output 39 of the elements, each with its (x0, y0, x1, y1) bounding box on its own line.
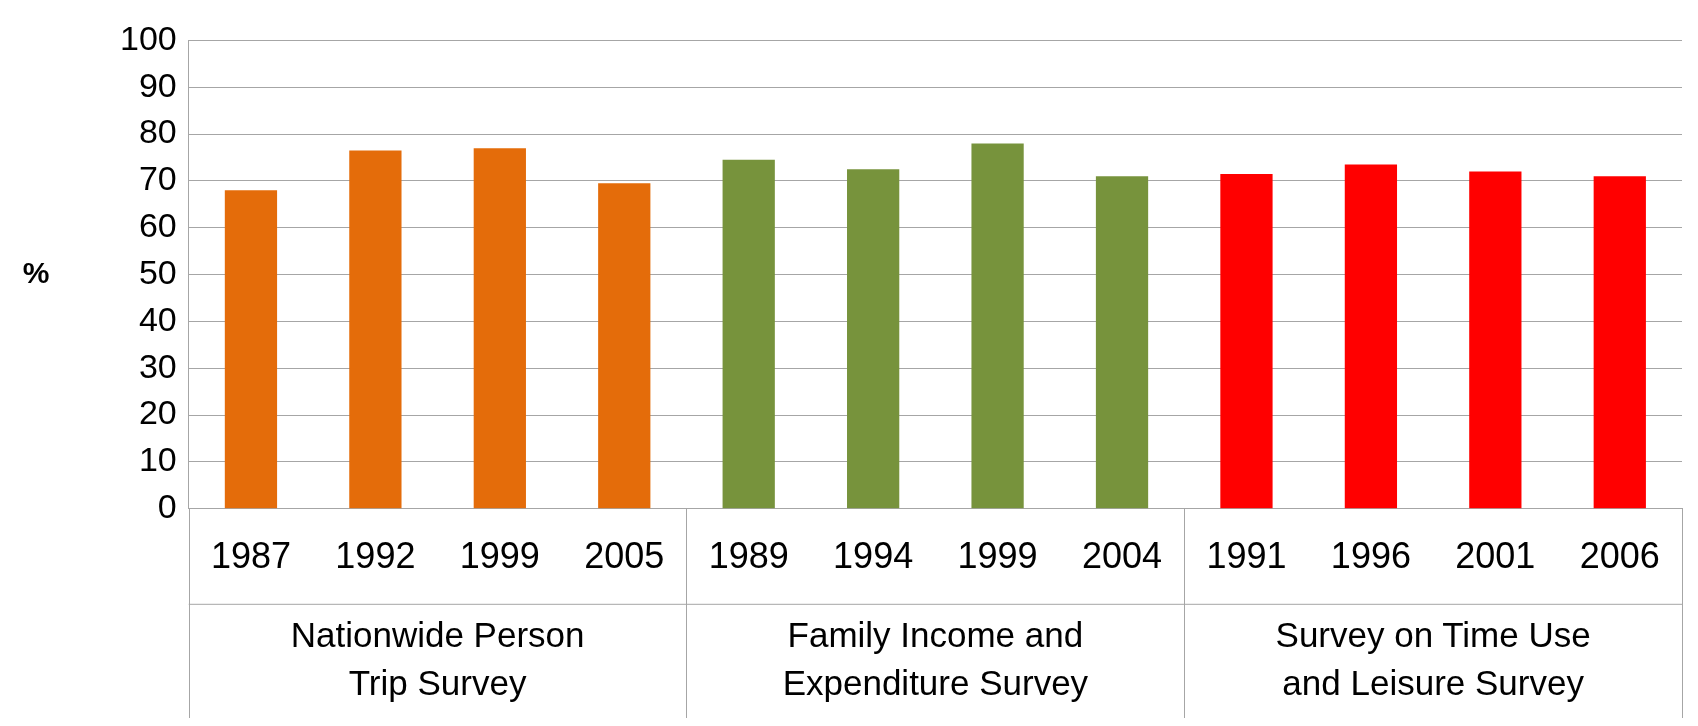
bar (1593, 176, 1646, 509)
y-tick-label: 10 (138, 440, 177, 479)
bar (473, 148, 526, 509)
bar (722, 159, 775, 509)
x-tick-label: 2001 (1455, 535, 1536, 577)
x-tick-label: 1987 (210, 535, 291, 577)
x-tick-label: 1989 (708, 535, 789, 577)
y-tick-label: 50 (138, 252, 177, 291)
y-tick-label: 70 (138, 159, 177, 198)
x-tick-label: 2005 (584, 535, 665, 577)
x-tick-label: 1996 (1330, 535, 1411, 577)
bar (349, 150, 402, 509)
y-tick-label: 20 (138, 393, 177, 432)
bar (1095, 176, 1149, 509)
x-tick-label: 1992 (335, 535, 416, 577)
bar (847, 169, 900, 509)
bar (971, 143, 1024, 509)
bar (1469, 171, 1522, 509)
x-tick-label: 1999 (459, 535, 540, 577)
text: Nationwide Person Trip Survey (290, 614, 585, 702)
y-tick-label: 40 (138, 299, 177, 338)
text: Family Income and Expenditure Survey (782, 614, 1089, 702)
y-axis-title: % (22, 255, 50, 289)
y-tick-label: 100 (119, 18, 177, 57)
x-tick-label: 1999 (957, 535, 1038, 577)
x-tick-label: 2006 (1579, 535, 1660, 577)
x-tick-label: 2004 (1081, 535, 1163, 577)
x-tick-label: 1991 (1206, 535, 1287, 577)
bar (224, 190, 278, 509)
y-tick-label: 60 (138, 206, 177, 245)
y-tick-label: 80 (138, 112, 177, 151)
text: Survey on Time Use and Leisure Survey (1275, 614, 1591, 702)
x-tick-label: 1994 (833, 535, 914, 577)
bar (598, 183, 651, 509)
bar (1344, 164, 1398, 509)
y-tick-label: 30 (138, 346, 177, 385)
y-tick-label: 90 (138, 65, 177, 104)
y-tick-label: 0 (157, 487, 177, 526)
bar (1220, 173, 1273, 509)
